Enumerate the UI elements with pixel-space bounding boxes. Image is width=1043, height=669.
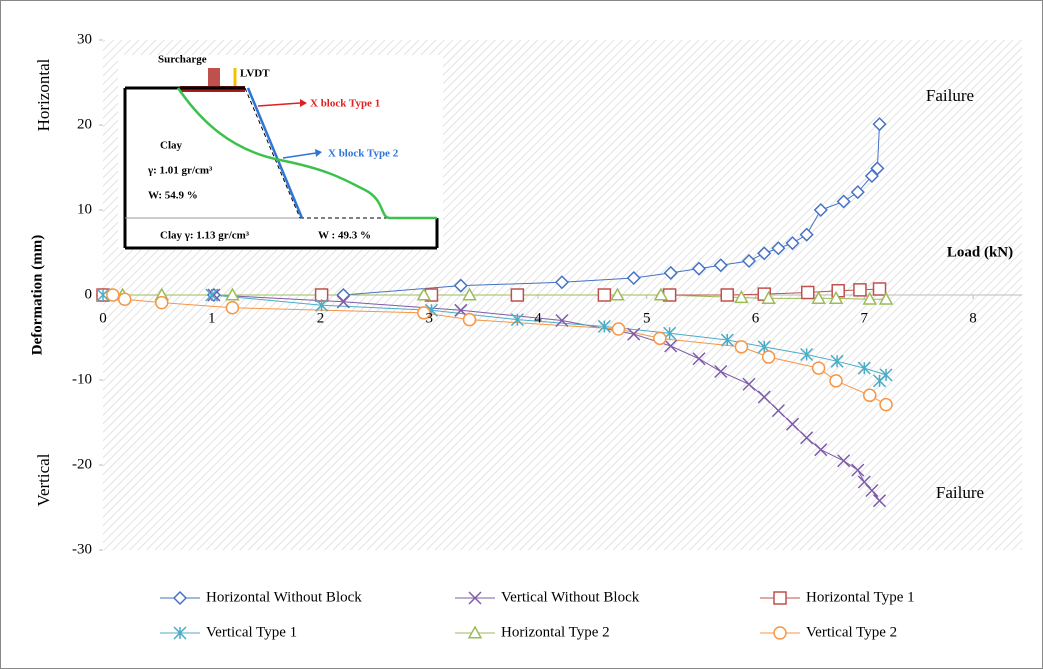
- y-tick-label: 0: [85, 286, 93, 302]
- inset-label: X block Type 1: [310, 98, 380, 110]
- y-tick-label: -10: [72, 371, 92, 387]
- marker: [830, 375, 842, 387]
- y-tick-label: 10: [77, 201, 92, 217]
- marker: [763, 351, 775, 363]
- inset-diagram: Surcharge LVDT X block Type 1 X block Ty…: [118, 54, 443, 250]
- annotation: Vertical: [34, 453, 53, 506]
- x-tick-label: 4: [534, 310, 542, 326]
- legend-marker: [774, 592, 786, 604]
- marker: [864, 389, 876, 401]
- x-tick-label: 6: [752, 310, 760, 326]
- x-tick-label: 2: [317, 310, 325, 326]
- legend-label: Horizontal Without Block: [206, 589, 362, 605]
- marker: [880, 399, 892, 411]
- marker: [654, 332, 666, 344]
- inset-label: X block Type 2: [328, 148, 399, 160]
- x-tick-label: 7: [861, 310, 869, 326]
- x-tick-label: 1: [208, 310, 216, 326]
- inset-label: Clay γ: 1.13 gr/cm³: [160, 230, 250, 242]
- x-tick-label: 0: [99, 310, 107, 326]
- legend-label: Vertical Without Block: [501, 589, 640, 605]
- legend-label: Vertical Type 1: [206, 624, 297, 640]
- x-tick-label: 3: [426, 310, 434, 326]
- marker: [613, 323, 625, 335]
- marker: [874, 283, 886, 295]
- y-tick-label: -20: [72, 456, 92, 472]
- legend-label: Horizontal Type 1: [806, 589, 915, 605]
- annotation: Failure: [926, 86, 974, 105]
- marker: [802, 286, 814, 298]
- inset-label: Clay: [160, 140, 183, 152]
- y-tick-label: -30: [72, 541, 92, 557]
- y-axis-title: Deformation (mm): [29, 235, 45, 355]
- legend-label: Vertical Type 2: [806, 624, 897, 640]
- marker: [598, 289, 610, 301]
- marker: [511, 289, 523, 301]
- marker: [813, 362, 825, 374]
- marker: [156, 297, 168, 309]
- annotation: Failure: [936, 483, 984, 502]
- inset-label: Surcharge: [158, 54, 207, 66]
- marker: [464, 314, 476, 326]
- marker: [119, 293, 131, 305]
- marker: [735, 341, 747, 353]
- surcharge-block: [208, 68, 220, 86]
- inset-label: γ: 1.01 gr/cm³: [147, 165, 213, 177]
- marker: [226, 302, 238, 314]
- annotation: Horizontal: [34, 58, 53, 131]
- y-tick-label: 30: [77, 31, 92, 47]
- marker: [854, 284, 866, 296]
- inset-label: LVDT: [240, 68, 270, 80]
- legend-label: Horizontal Type 2: [501, 624, 610, 640]
- x-axis-title: Load (kN): [947, 244, 1013, 260]
- legend-marker: [774, 627, 786, 639]
- marker: [107, 289, 119, 301]
- chart: Surcharge LVDT X block Type 1 X block Ty…: [0, 0, 1043, 669]
- inset-label: W : 49.3 %: [318, 230, 371, 242]
- marker: [721, 289, 733, 301]
- x-tick-label: 8: [969, 310, 977, 326]
- inset-label: W: 54.9 %: [148, 190, 198, 202]
- x-tick-label: 5: [643, 310, 651, 326]
- y-tick-label: 20: [77, 116, 92, 132]
